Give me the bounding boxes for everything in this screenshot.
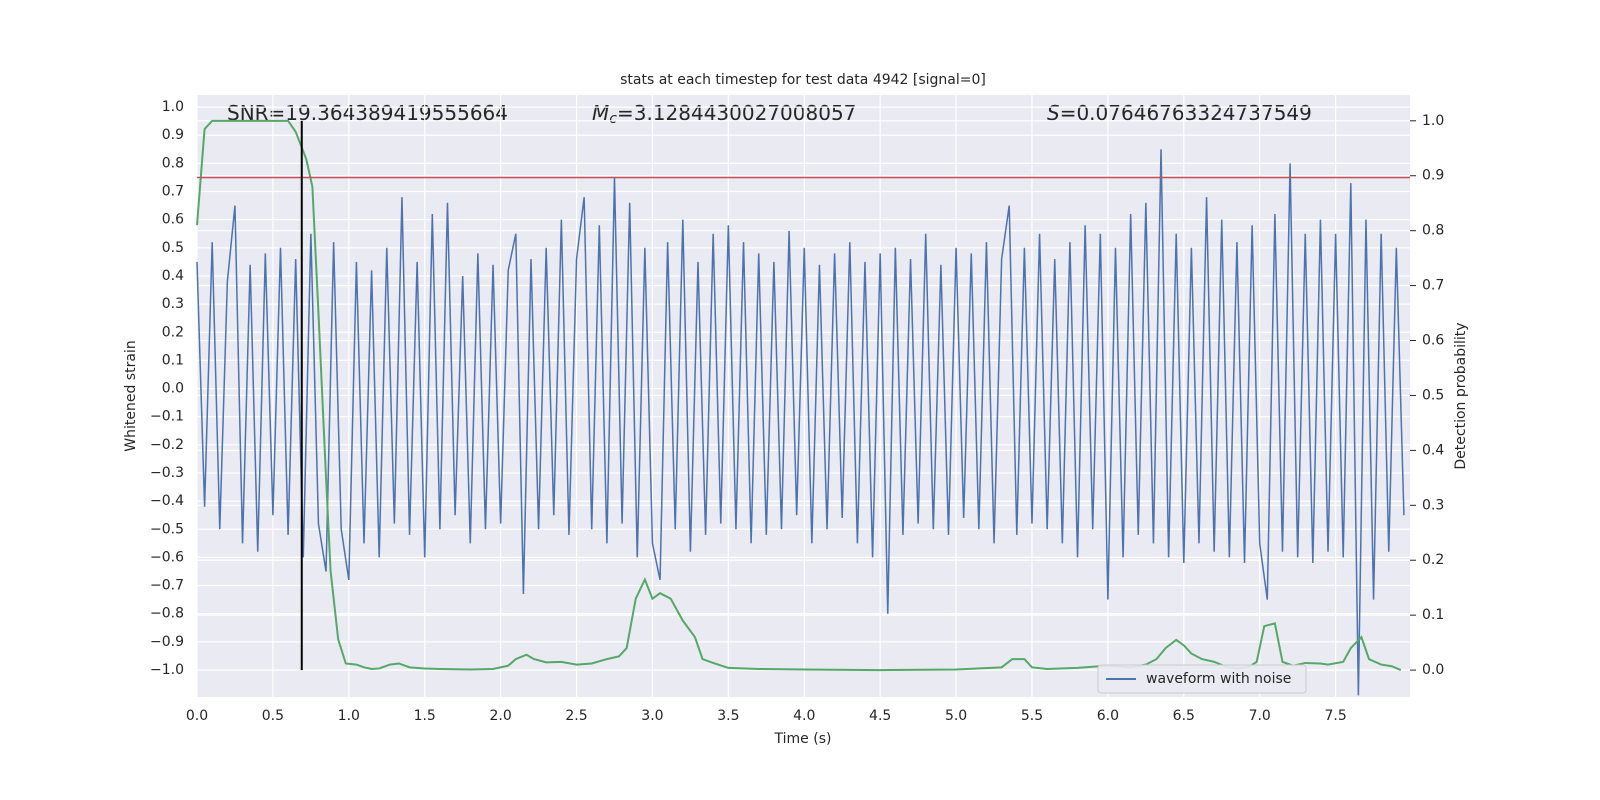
x-tick-label: 4.0 bbox=[793, 708, 815, 724]
y2-tick-label: 0.8 bbox=[1422, 223, 1444, 239]
x-tick-label: 5.0 bbox=[945, 708, 967, 724]
x-tick-label: 5.5 bbox=[1021, 708, 1043, 724]
y-tick-label: −1.0 bbox=[150, 662, 184, 678]
series-line bbox=[196, 119, 1402, 672]
annotation-symbol: S bbox=[1047, 101, 1060, 125]
y2-tick-label: 0.4 bbox=[1422, 442, 1444, 458]
y-tick-label: 0.0 bbox=[162, 381, 184, 397]
x-axis-label: Time (s) bbox=[774, 731, 832, 747]
y2-tick-label: 0.9 bbox=[1422, 168, 1444, 184]
y2-tick-label: 0.7 bbox=[1422, 278, 1444, 294]
y-tick-label: 0.4 bbox=[162, 268, 184, 284]
y-tick-label: −0.2 bbox=[150, 437, 184, 453]
y-tick-label: 0.5 bbox=[162, 240, 184, 256]
marks bbox=[196, 119, 1410, 696]
legend-box bbox=[1097, 664, 1307, 694]
x-tick-label: 6.5 bbox=[1173, 708, 1195, 724]
chart-title: stats at each timestep for test data 494… bbox=[620, 72, 986, 88]
y-tick-label: −0.7 bbox=[150, 578, 184, 594]
x-tick-label: 7.5 bbox=[1324, 708, 1346, 724]
legend-label: waveform with noise bbox=[1146, 671, 1291, 687]
legend: waveform with noise bbox=[1097, 664, 1307, 694]
y2-tick-label: 0.3 bbox=[1422, 497, 1444, 513]
x-tick-label: 1.5 bbox=[414, 708, 436, 724]
y-tick-label: −0.4 bbox=[150, 493, 184, 509]
y-axis-label: Whitened strain bbox=[123, 340, 139, 451]
y2-tick-label: 1.0 bbox=[1422, 113, 1444, 129]
y2-tick-label: 0.6 bbox=[1422, 333, 1444, 349]
x-tick-label: 0.0 bbox=[186, 708, 208, 724]
y2-tick-label: 0.1 bbox=[1422, 607, 1444, 623]
y-tick-label: 1.0 bbox=[162, 99, 184, 115]
y-tick-label: −0.5 bbox=[150, 521, 184, 537]
y-tick-label: 0.3 bbox=[162, 296, 184, 312]
x-tick-label: 7.0 bbox=[1249, 708, 1271, 724]
y-tick-label: −0.3 bbox=[150, 465, 184, 481]
annotation-symbol: M bbox=[592, 101, 609, 125]
y-tick-label: 0.7 bbox=[162, 184, 184, 200]
annotation: Mc=3.1284430027008057 bbox=[592, 101, 856, 128]
y2-tick-label: 0.2 bbox=[1422, 552, 1444, 568]
y-tick-label: 0.1 bbox=[162, 352, 184, 368]
y-tick-label: −0.1 bbox=[150, 409, 184, 425]
x-tick-label: 3.0 bbox=[641, 708, 663, 724]
x-tick-label: 6.0 bbox=[1097, 708, 1119, 724]
y-tick-label: −0.8 bbox=[150, 606, 184, 622]
y-tick-label: −0.9 bbox=[150, 634, 184, 650]
x-tick-label: 1.0 bbox=[338, 708, 360, 724]
y2-tick-label: 0.5 bbox=[1422, 387, 1444, 403]
series-line bbox=[196, 149, 1405, 696]
y2-tick-label: 0.0 bbox=[1422, 662, 1444, 678]
annotation-subscript: c bbox=[609, 111, 617, 127]
x-tick-label: 3.5 bbox=[717, 708, 739, 724]
y-tick-label: 0.8 bbox=[162, 155, 184, 171]
y-tick-label: −0.6 bbox=[150, 549, 184, 565]
x-tick-label: 2.5 bbox=[565, 708, 587, 724]
x-tick-label: 2.0 bbox=[489, 708, 511, 724]
x-tick-label: 4.5 bbox=[869, 708, 891, 724]
y-tick-label: 0.6 bbox=[162, 212, 184, 228]
y2-axis-label: Detection probability bbox=[1453, 322, 1469, 469]
y-tick-label: 0.2 bbox=[162, 324, 184, 340]
y-tick-label: 0.9 bbox=[162, 127, 184, 143]
x-tick-label: 0.5 bbox=[262, 708, 284, 724]
